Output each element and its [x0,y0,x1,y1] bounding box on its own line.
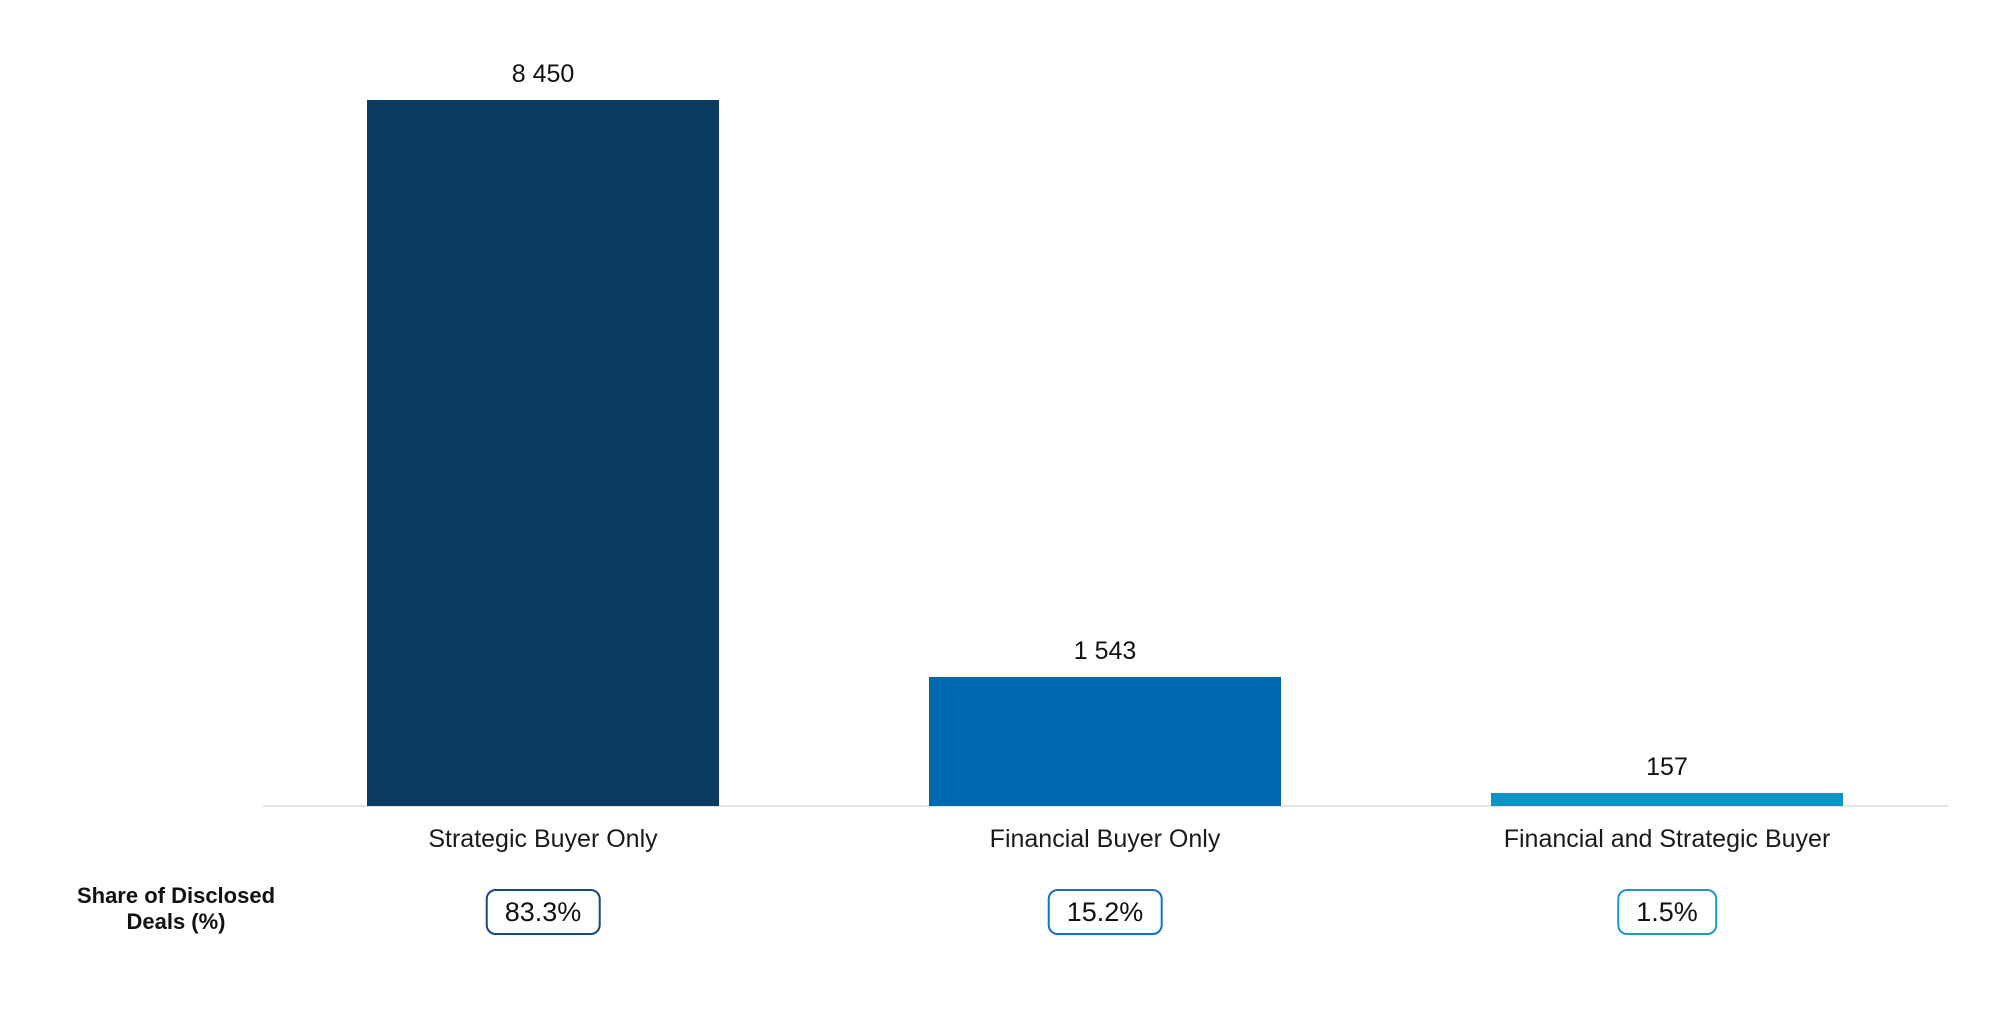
bar-strategic-buyer-only [367,100,719,806]
value-label-financial-and-strategic-buyer: 157 [1646,753,1688,781]
share-badge-financial-and-strategic-buyer: 1.5% [1617,889,1717,935]
share-row-label-line2: Deals (%) [126,909,226,934]
share-row-label: Share of Disclosed Deals (%) [44,883,308,935]
share-badge-financial-buyer-only: 15.2% [1047,889,1163,935]
category-label-strategic-buyer-only: Strategic Buyer Only [428,825,658,853]
share-row-label-line1: Share of Disclosed [76,883,276,908]
bar-financial-and-strategic-buyer [1491,793,1843,806]
bar-financial-buyer-only [929,677,1281,806]
category-label-financial-buyer-only: Financial Buyer Only [989,825,1221,853]
value-label-strategic-buyer-only: 8 450 [511,60,575,88]
x-axis-line [263,805,1948,807]
value-label-financial-buyer-only: 1 543 [1073,637,1137,665]
category-label-financial-and-strategic-buyer: Financial and Strategic Buyer [1503,825,1831,853]
share-badge-strategic-buyer-only: 83.3% [485,889,601,935]
